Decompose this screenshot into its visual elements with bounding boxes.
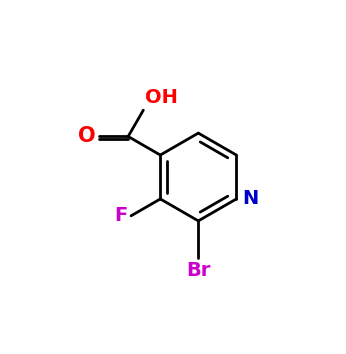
Text: OH: OH bbox=[145, 88, 178, 108]
Text: N: N bbox=[243, 189, 259, 209]
Text: O: O bbox=[78, 126, 95, 147]
Text: Br: Br bbox=[186, 261, 210, 280]
Text: F: F bbox=[115, 206, 128, 225]
